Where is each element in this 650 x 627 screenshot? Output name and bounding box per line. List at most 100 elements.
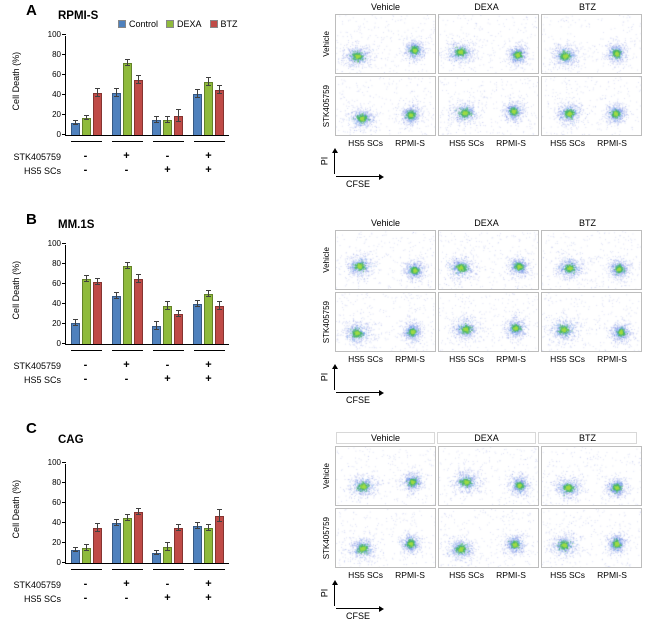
error-cap [124,268,130,269]
flow-dot-plot [541,508,642,568]
y-tick-mark [62,243,66,244]
flow-x-category: RPMI-S [395,570,425,580]
flow-dot-plot [335,292,436,352]
y-tick-mark [62,94,66,95]
bar-dexa [163,306,173,344]
condition-label: STK405759 [13,580,61,590]
error-bar [137,509,139,515]
bar-chart: 0 20 40 60 80 100 [48,459,229,570]
error-cap [195,306,201,307]
panel-letter: A [26,2,37,19]
bar-wrap [70,464,80,563]
bar-control [193,304,203,344]
bar-btz [174,528,184,563]
flow-row-label-text: Vehicle [322,463,331,489]
error-cap [154,321,160,322]
legend-label: DEXA [177,19,202,29]
flow-column-header: Vehicle [370,2,401,12]
error-cap [83,119,89,120]
error-cap [154,329,160,330]
error-cap [83,275,89,276]
condition-sign: + [123,150,130,162]
error-cap [72,124,78,125]
bar-wrap [81,464,91,563]
condition-sign: + [123,578,130,590]
flow-x-category: RPMI-S [395,354,425,364]
y-tick-mark [62,54,66,55]
condition-row: STK405759 - + - + [13,150,229,164]
bar-control [111,523,121,563]
flow-dot-plot [335,446,436,506]
bar-dexa [204,528,214,563]
bar-wrap [204,464,214,563]
bar-group [66,36,107,135]
flow-x-category-labels: HS5 SCs RPMI-S HS5 SCs RPMI-S HS5 SCs RPMI-S [318,354,644,364]
error-cap [113,519,119,520]
flow-row: Vehicle [318,230,644,290]
bar-dexa [81,279,91,344]
error-cap [113,298,119,299]
y-tick-label: 20 [52,110,61,119]
bar-wrap [174,245,184,344]
error-bar [178,311,180,317]
y-tick-label: 0 [56,339,61,348]
condition-sign: - [124,164,129,176]
flow-x-category-cell: HS5 SCs RPMI-S [437,138,538,148]
flow-row: Vehicle [318,446,644,506]
bar-btz [92,528,102,563]
error-cap [124,65,130,66]
error-bar [208,525,210,531]
error-cap [135,508,141,509]
bar-wrap [152,464,162,563]
error-cap [94,531,100,532]
bar-btz [215,90,225,135]
y-tick-mark [62,343,66,344]
error-cap [165,301,171,302]
error-cap [72,325,78,326]
condition-sign: + [205,373,212,385]
bar-wrap [70,36,80,135]
panel-c-bar-chart-area: C CAG Cell Death (%) 0 20 40 60 80 100 STK405… [0,418,300,627]
error-bar [74,320,76,326]
error-bar [137,76,139,84]
error-bar [156,322,158,330]
flow-y-axis-arrow-icon [331,364,338,390]
condition-sign: + [205,359,212,371]
bar-wrap [122,464,132,563]
y-tick-mark [62,34,66,35]
flow-x-category-cell: HS5 SCs RPMI-S [437,354,538,364]
error-cap [206,290,212,291]
error-bar [126,263,128,269]
error-bar [126,60,128,66]
condition-sign: - [124,373,129,385]
legend-label: Control [129,19,159,29]
bar-wrap [133,36,143,135]
bar-wrap [133,464,143,563]
bar-wrap [174,464,184,563]
flow-x-category: HS5 SCs [449,354,485,364]
bar-btz [133,279,143,344]
y-tick-mark [62,522,66,523]
y-tick-mark [62,263,66,264]
error-cap [124,262,130,263]
error-bar [219,86,221,94]
error-bar [96,89,98,97]
flow-x-category-cell: HS5 SCs RPMI-S [437,570,538,580]
bar-btz [133,80,143,135]
bar-group [107,245,148,344]
group-bracket [153,569,184,570]
error-bar [85,545,87,551]
group-bracket [71,569,102,570]
bar-chart: 0 20 40 60 80 100 [48,240,229,351]
flow-row-label-text: STK405759 [322,516,331,560]
error-bar [167,543,169,551]
y-tick-mark [62,462,66,463]
error-cap [72,120,78,121]
bar-wrap [152,36,162,135]
flow-row: STK405759 [318,76,644,136]
flow-column-headers: Vehicle DEXA BTZ [318,2,644,12]
error-bar [219,510,221,522]
error-cap [206,85,212,86]
flow-column-header: Vehicle [336,432,435,444]
y-tick-label: 20 [52,319,61,328]
